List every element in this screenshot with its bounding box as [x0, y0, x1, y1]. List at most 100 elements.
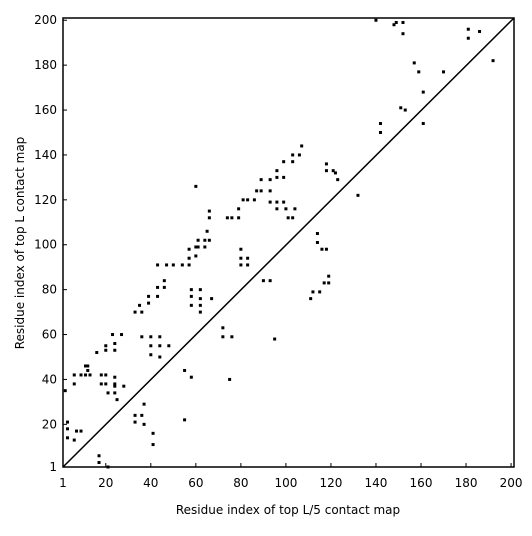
- contact-point: [63, 389, 67, 393]
- contact-point: [309, 297, 313, 301]
- y-tick-label: 80: [42, 283, 57, 297]
- contact-point: [275, 200, 279, 204]
- contact-point: [356, 193, 360, 197]
- contact-point: [268, 178, 272, 182]
- contact-point: [79, 429, 83, 433]
- contact-point: [196, 238, 200, 242]
- contact-point: [311, 290, 315, 294]
- contact-point: [237, 216, 241, 220]
- contact-point: [72, 382, 76, 386]
- contact-point: [268, 189, 272, 193]
- contact-point: [378, 130, 382, 134]
- x-tick-label: 120: [319, 476, 342, 490]
- contact-point: [466, 27, 470, 31]
- contact-point: [324, 247, 328, 251]
- contact-point: [84, 373, 88, 377]
- contact-point: [167, 344, 171, 348]
- contact-point: [442, 70, 446, 74]
- contact-point: [140, 413, 144, 417]
- x-tick-label: 40: [143, 476, 158, 490]
- contact-point: [401, 20, 405, 24]
- contact-point: [228, 377, 232, 381]
- contact-point: [421, 122, 425, 126]
- contact-point: [106, 391, 110, 395]
- contact-point: [180, 263, 184, 267]
- contact-point: [374, 18, 378, 22]
- contact-point: [225, 216, 229, 220]
- contact-point: [297, 153, 301, 157]
- contact-point: [261, 279, 265, 283]
- contact-point: [320, 247, 324, 251]
- x-tick-label: 140: [365, 476, 388, 490]
- y-tick-label: 1: [49, 460, 57, 474]
- contact-point: [158, 355, 162, 359]
- contact-point: [205, 229, 209, 233]
- contact-point: [138, 303, 142, 307]
- x-tick-label: 80: [233, 476, 248, 490]
- contact-point: [284, 207, 288, 211]
- contact-point: [275, 175, 279, 179]
- contact-point: [156, 285, 160, 289]
- contact-point: [246, 198, 250, 202]
- contact-point: [113, 384, 117, 388]
- contact-point: [239, 256, 243, 260]
- contact-point: [149, 335, 153, 339]
- contact-point: [268, 200, 272, 204]
- x-tick-label: 60: [188, 476, 203, 490]
- y-tick-label: 100: [34, 238, 57, 252]
- contact-point: [221, 335, 225, 339]
- contact-point: [142, 402, 146, 406]
- contact-point: [259, 189, 263, 193]
- contact-point: [140, 310, 144, 314]
- contact-point: [207, 209, 211, 213]
- contact-point: [104, 348, 108, 352]
- contact-point: [300, 144, 304, 148]
- x-axis-label: Residue index of top L/5 contact map: [176, 503, 400, 517]
- contact-point: [122, 384, 126, 388]
- contact-point: [324, 169, 328, 173]
- y-tick-label: 60: [42, 328, 57, 342]
- y-tick-label: 120: [34, 193, 57, 207]
- contact-point: [189, 288, 193, 292]
- contact-point: [156, 294, 160, 298]
- contact-point: [241, 198, 245, 202]
- contact-point: [198, 303, 202, 307]
- contact-point: [133, 310, 137, 314]
- y-tick-label: 40: [42, 372, 57, 386]
- contact-point: [111, 333, 115, 337]
- contact-point: [378, 122, 382, 126]
- contact-point: [187, 263, 191, 267]
- contact-point: [315, 241, 319, 244]
- contact-point: [403, 108, 407, 112]
- contact-point: [97, 454, 101, 458]
- contact-point: [421, 90, 425, 94]
- contact-point: [86, 368, 90, 372]
- x-tick-label: 180: [455, 476, 478, 490]
- contact-point: [327, 281, 331, 285]
- y-tick-label: 140: [34, 148, 57, 162]
- contact-point: [88, 373, 92, 377]
- contact-point: [322, 281, 326, 285]
- contact-point: [293, 207, 297, 211]
- contact-point: [72, 438, 76, 442]
- contact-point: [336, 178, 340, 182]
- contact-point: [171, 263, 175, 267]
- contact-point: [66, 427, 70, 431]
- contact-point: [66, 436, 70, 440]
- contact-point: [237, 207, 241, 211]
- y-tick-label: 160: [34, 103, 57, 117]
- diagonal: [62, 17, 515, 468]
- contact-point: [239, 247, 243, 251]
- contact-point: [194, 254, 198, 258]
- contact-point: [291, 160, 295, 164]
- contact-point: [140, 335, 144, 339]
- contact-point: [394, 20, 398, 24]
- contact-point: [84, 364, 88, 368]
- contact-point: [187, 247, 191, 251]
- contact-point: [113, 342, 117, 346]
- contact-point: [95, 351, 99, 355]
- contact-point: [239, 263, 243, 267]
- contact-point: [275, 207, 279, 211]
